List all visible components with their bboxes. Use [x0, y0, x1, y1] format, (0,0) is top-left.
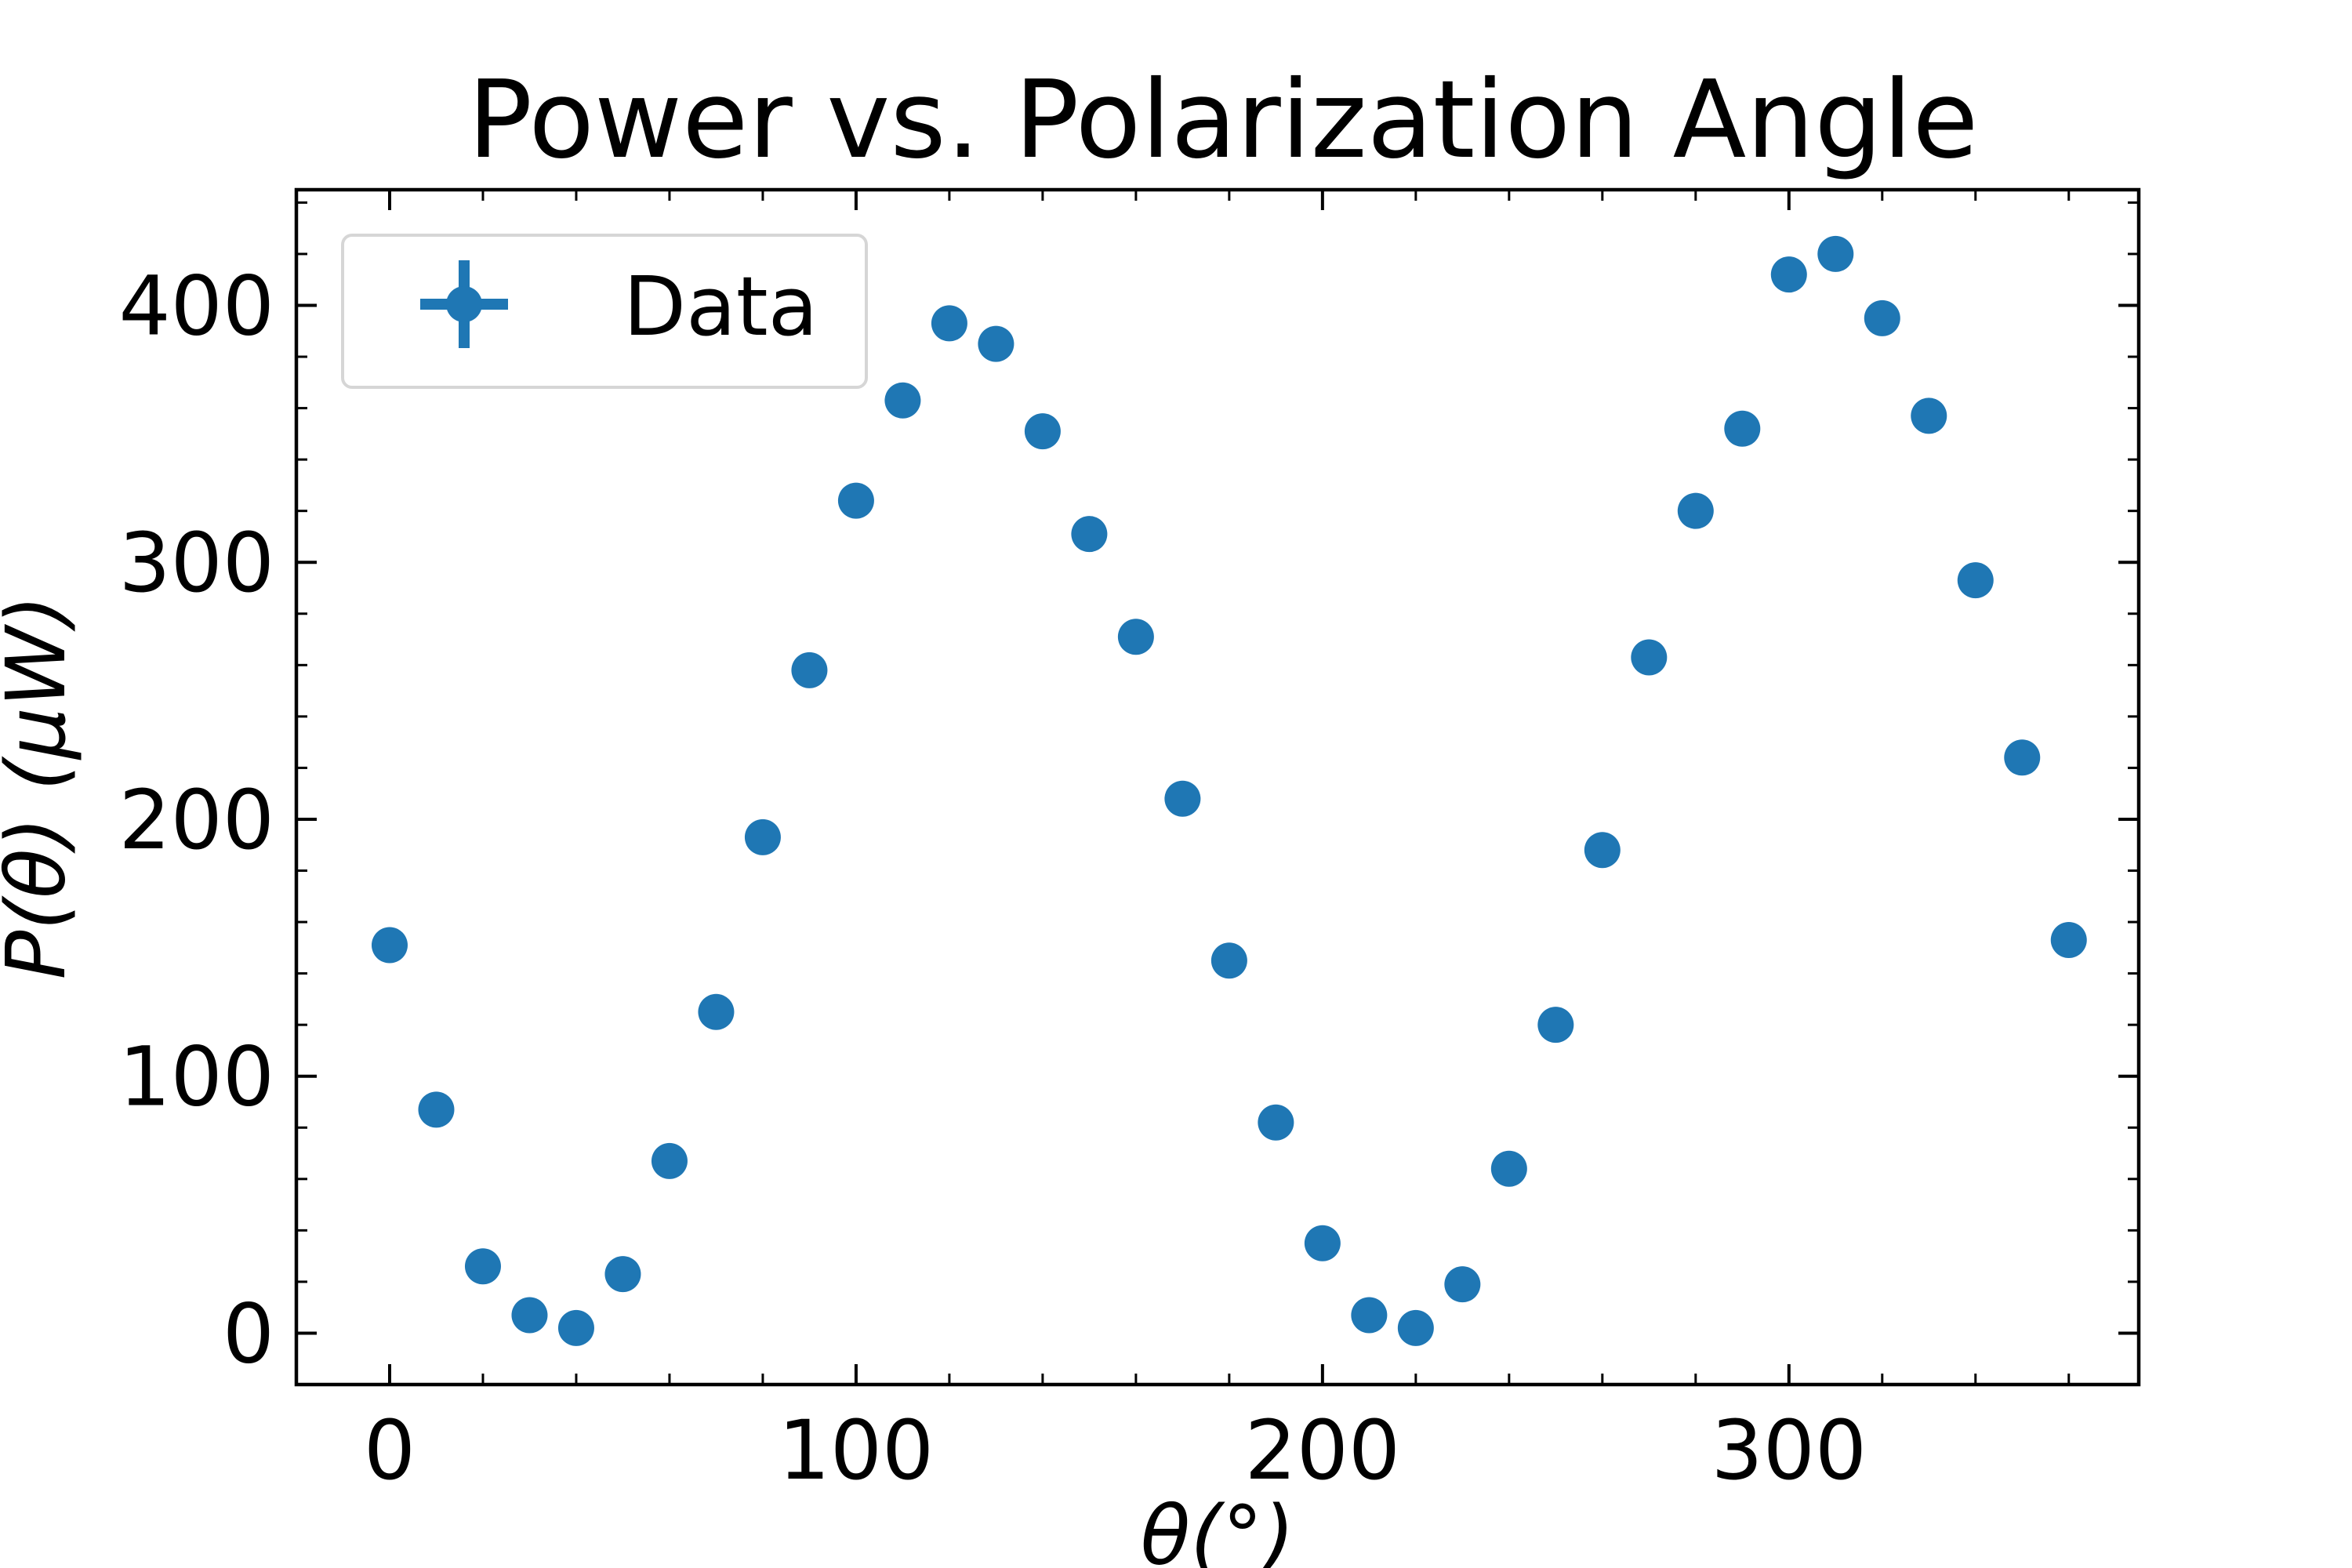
data-point [698, 993, 735, 1030]
data-point [1724, 410, 1761, 447]
data-points [371, 235, 2087, 1346]
data-point [1210, 942, 1247, 979]
data-point [978, 325, 1014, 362]
data-point [1770, 256, 1807, 293]
data-point [1351, 1297, 1388, 1334]
data-point [1677, 492, 1714, 529]
legend-marker [420, 260, 508, 348]
x-axis-label: θ(°) [1141, 1488, 1295, 1568]
data-point [744, 818, 781, 855]
legend: Data [341, 234, 868, 389]
data-point [931, 305, 967, 342]
data-point [1957, 562, 1994, 599]
data-point [1071, 516, 1108, 553]
x-tick-label: 200 [1245, 1403, 1401, 1498]
chart-title: Power vs. Polarization Angle [468, 58, 1979, 183]
data-point [1164, 780, 1201, 817]
axis-ticks: 0 100 200 300 0 100 200 300 400 [118, 190, 2139, 1498]
data-point [1631, 639, 1668, 676]
x-tick-label: 0 [364, 1403, 416, 1498]
x-tick-label: 300 [1711, 1403, 1867, 1498]
data-point [604, 1256, 641, 1293]
data-point [1584, 832, 1621, 869]
data-point [1258, 1104, 1294, 1141]
plot-frame [294, 187, 2141, 1387]
data-point [511, 1297, 548, 1334]
data-point [1444, 1266, 1481, 1303]
data-point [884, 382, 921, 419]
data-point [2050, 922, 2087, 959]
y-axis-label: P(θ) (μW) [0, 595, 84, 980]
data-point [1024, 413, 1061, 450]
data-point [1911, 397, 1947, 434]
data-point [651, 1142, 688, 1179]
data-point [1864, 299, 1900, 336]
y-tick-label: 300 [118, 515, 274, 611]
data-point [1304, 1225, 1341, 1261]
data-point [1817, 235, 1854, 272]
y-tick-label: 200 [118, 772, 274, 868]
data-point [1117, 619, 1154, 655]
data-point [791, 652, 828, 688]
data-point [1537, 1007, 1574, 1044]
data-point [418, 1091, 455, 1128]
y-tick-label: 100 [118, 1029, 274, 1125]
data-point [557, 1309, 594, 1346]
x-tick-label: 100 [779, 1403, 935, 1498]
legend-box [341, 234, 868, 389]
y-tick-label: 400 [118, 258, 274, 354]
data-point [1490, 1150, 1527, 1187]
data-point [2004, 739, 2041, 776]
data-point [1397, 1309, 1434, 1346]
data-point [464, 1248, 501, 1285]
y-tick-label: 0 [223, 1286, 274, 1381]
data-point [837, 482, 874, 519]
legend-label: Data [623, 259, 818, 354]
data-point [371, 927, 408, 964]
legend-dot [446, 286, 482, 322]
